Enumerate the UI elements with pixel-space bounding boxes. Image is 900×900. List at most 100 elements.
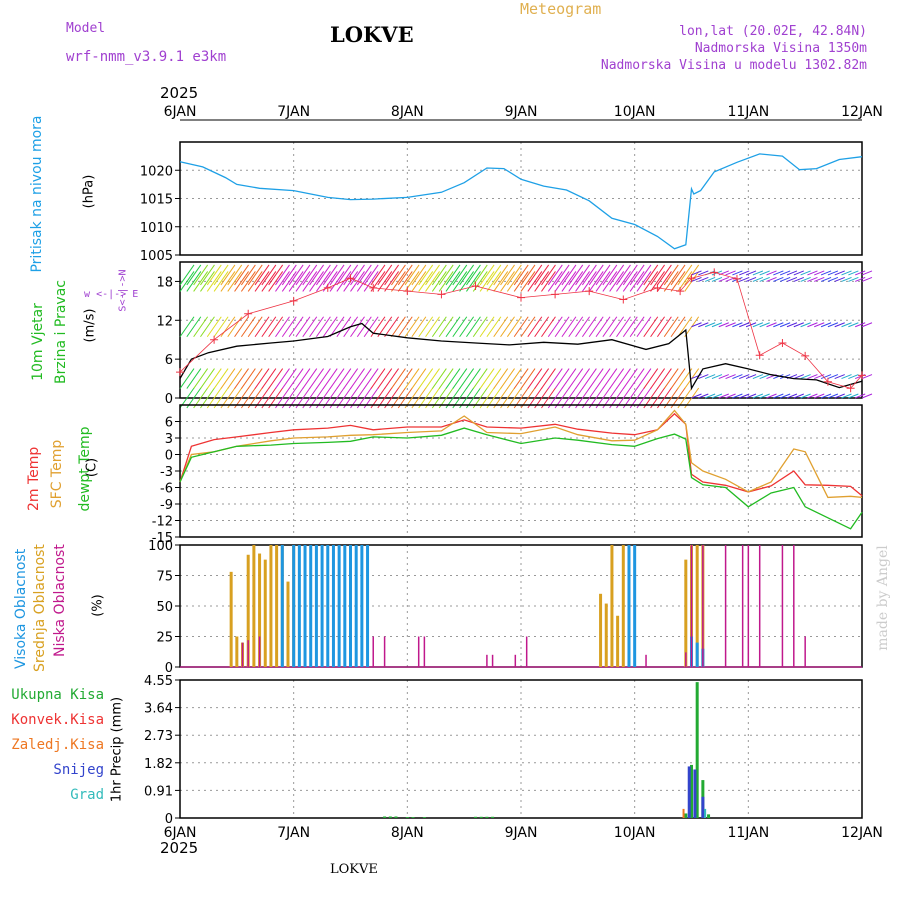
precip-bar-total xyxy=(491,816,495,818)
wind-barb xyxy=(288,316,304,338)
wind-barb xyxy=(588,264,604,286)
cloud-bar-high xyxy=(314,545,318,667)
wind-barb xyxy=(527,264,543,286)
wind-barb xyxy=(254,264,270,286)
wind-barb xyxy=(698,322,709,328)
wind-barb xyxy=(547,264,563,286)
wind-barb xyxy=(663,316,679,338)
wind-barb xyxy=(261,271,277,292)
cloud-bar-high xyxy=(366,545,370,667)
precip-bar-total xyxy=(405,817,409,818)
wind-barb xyxy=(466,316,481,338)
wind-barb xyxy=(827,270,839,276)
cloud-bar-low xyxy=(685,652,687,667)
wind-barb xyxy=(622,316,638,338)
cloud-bar-low xyxy=(423,636,426,667)
precip-bar-total xyxy=(422,817,426,818)
wind-barb xyxy=(459,264,475,286)
wind-barb xyxy=(650,316,665,338)
wind-barb xyxy=(479,264,495,286)
cloud-bar-low xyxy=(645,654,647,667)
wind-barb xyxy=(595,368,611,389)
wind-barb xyxy=(807,322,818,328)
wind-barb xyxy=(691,393,702,399)
bottom-time-label: 6JAN xyxy=(164,825,197,841)
wind-barb xyxy=(752,393,764,399)
wind-barb xyxy=(295,368,311,389)
wind-barb xyxy=(275,316,290,338)
cloud-bar-high xyxy=(360,545,364,667)
wind-barb xyxy=(397,316,413,338)
wind-barb xyxy=(261,316,277,338)
wind-barb xyxy=(841,276,852,282)
wind-barb xyxy=(725,393,736,399)
wind-barb xyxy=(616,264,631,286)
precip-bar-total xyxy=(695,682,699,818)
pressure-line xyxy=(179,153,863,250)
pressure-frame xyxy=(179,141,863,256)
wind-barb xyxy=(295,271,311,292)
wind-barb xyxy=(827,322,839,328)
cloud-bar-high xyxy=(343,545,347,667)
cloud-bar-low xyxy=(241,642,244,667)
wind-barb xyxy=(820,322,832,328)
cloud-bar-low xyxy=(804,636,806,667)
wind-barb xyxy=(629,271,645,292)
wind-barb xyxy=(814,270,825,276)
wind-barb xyxy=(547,368,563,389)
wind-barb xyxy=(663,368,679,389)
cloud-bar-low xyxy=(741,545,744,667)
wind-barb xyxy=(854,270,866,276)
wind-barb xyxy=(397,271,413,292)
wind-barb xyxy=(438,316,454,338)
wind-barb xyxy=(636,271,652,292)
wind-barb xyxy=(309,368,324,389)
temp-line-tsfc xyxy=(179,409,863,499)
wind-barb xyxy=(486,316,502,338)
wind-barb xyxy=(732,270,743,276)
wind-barb xyxy=(384,316,400,338)
wind-barb xyxy=(275,264,290,286)
wind-barb xyxy=(220,271,236,292)
wind-barb xyxy=(336,264,352,286)
wind-barb xyxy=(377,264,393,286)
wind-barb xyxy=(350,316,365,338)
wind-barb xyxy=(711,276,723,282)
wind-barb xyxy=(568,368,584,389)
wind-barb xyxy=(377,368,393,389)
product-label: Meteogram xyxy=(520,0,602,18)
cloud-bar-high xyxy=(349,545,352,667)
wind-barb xyxy=(268,264,284,286)
cloud-bar-mid xyxy=(263,559,267,667)
wind-barb xyxy=(479,316,495,338)
wind-barb xyxy=(711,393,723,399)
wind-barb xyxy=(213,368,229,389)
wind-barb xyxy=(629,316,645,338)
wind-barb xyxy=(622,368,638,389)
wind-barb xyxy=(411,368,427,389)
wind-barb xyxy=(513,264,529,286)
clouds-tick-label: 100 xyxy=(148,539,173,554)
cloud-bar-low xyxy=(247,640,249,667)
wind-barb xyxy=(418,264,434,286)
wind-barb xyxy=(363,264,379,286)
wind-barb xyxy=(234,271,249,292)
wind-barb xyxy=(425,368,440,389)
wind-barb xyxy=(425,316,440,338)
wind-barb xyxy=(800,393,811,399)
wind-barb xyxy=(329,264,345,286)
wind-barb xyxy=(295,264,311,286)
wind-barb xyxy=(479,368,495,389)
wind-barb xyxy=(602,264,618,286)
wind-barb xyxy=(704,322,716,328)
wind-barb xyxy=(766,393,777,399)
wind-barb xyxy=(513,316,529,338)
wind-barb xyxy=(568,264,584,286)
wind-barb xyxy=(588,368,604,389)
wind-barb xyxy=(670,368,686,389)
wind-barb xyxy=(534,271,550,292)
wind-barb xyxy=(793,374,804,380)
cloud-bar-low xyxy=(372,636,374,667)
wind-barb xyxy=(698,276,709,282)
wind-barb xyxy=(322,368,338,389)
